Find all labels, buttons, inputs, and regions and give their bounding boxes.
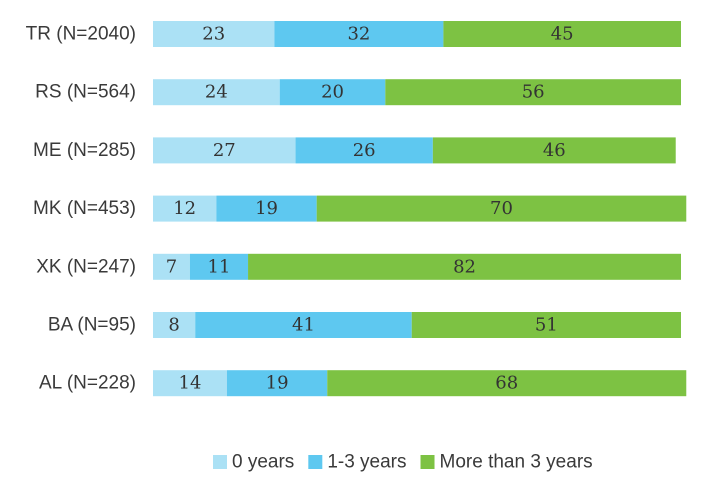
category-label: AL (N=228) bbox=[39, 373, 136, 394]
bar-segment bbox=[153, 253, 190, 280]
data-label: 41 bbox=[292, 315, 315, 336]
bar-row: MK (N=453) 12 19 70 bbox=[33, 195, 687, 222]
category-label: RS (N=564) bbox=[35, 82, 136, 103]
bar-row: BA (N=95) 8 41 51 bbox=[48, 312, 681, 338]
bar-segment bbox=[216, 195, 317, 222]
bar-row: RS (N=564) 24 20 56 bbox=[35, 79, 681, 106]
bar-row: XK (N=247) 7 11 82 bbox=[36, 253, 682, 280]
bar-segment bbox=[153, 312, 196, 338]
data-label: 46 bbox=[543, 140, 566, 161]
data-label: 45 bbox=[551, 24, 574, 45]
bar-segment bbox=[195, 312, 412, 338]
legend-label: 1-3 years bbox=[327, 452, 406, 473]
bar-row: TR (N=2040) 23 32 45 bbox=[26, 21, 681, 47]
bar-segment bbox=[153, 79, 280, 106]
data-label: 32 bbox=[347, 24, 370, 45]
data-label: 7 bbox=[166, 256, 177, 277]
category-label: TR (N=2040) bbox=[26, 24, 136, 45]
category-label: MK (N=453) bbox=[33, 198, 136, 219]
category-label: ME (N=285) bbox=[33, 140, 136, 161]
bar-segment bbox=[189, 253, 249, 280]
bar-segment bbox=[443, 21, 681, 47]
bar-segment bbox=[153, 21, 275, 47]
category-label: BA (N=95) bbox=[48, 315, 136, 336]
data-label: 56 bbox=[522, 82, 545, 103]
legend-label: More than 3 years bbox=[440, 452, 593, 473]
data-label: 20 bbox=[321, 82, 344, 103]
bar-segment bbox=[153, 370, 227, 397]
data-label: 11 bbox=[208, 256, 231, 277]
data-label: 51 bbox=[535, 315, 558, 336]
bar-segment bbox=[295, 137, 433, 164]
legend-item: 0 years bbox=[213, 452, 294, 473]
category-label: XK (N=247) bbox=[36, 256, 136, 277]
legend-swatch bbox=[213, 455, 227, 469]
data-label: 12 bbox=[173, 198, 196, 219]
legend-item: 1-3 years bbox=[308, 452, 407, 473]
data-label: 82 bbox=[453, 256, 476, 277]
legend-label: 0 years bbox=[232, 452, 294, 473]
legend-swatch bbox=[308, 455, 323, 469]
bar-segment bbox=[153, 137, 296, 164]
legend-swatch bbox=[420, 455, 435, 469]
data-label: 70 bbox=[490, 198, 513, 219]
bar-segment bbox=[316, 195, 687, 222]
legend: 0 years 1-3 years More than 3 years bbox=[213, 452, 593, 473]
data-label: 24 bbox=[205, 82, 228, 103]
bar-segment bbox=[248, 253, 682, 280]
data-label: 19 bbox=[266, 373, 289, 394]
data-label: 68 bbox=[495, 373, 518, 394]
data-label: 27 bbox=[213, 140, 236, 161]
bar-segment bbox=[327, 370, 687, 397]
bar-segment bbox=[153, 195, 217, 222]
data-label: 26 bbox=[353, 140, 376, 161]
plot-area: TR (N=2040) 23 32 45 RS (N=564) 24 20 56 ME (N=2… bbox=[26, 21, 687, 397]
bar-segment bbox=[274, 21, 444, 47]
data-label: 8 bbox=[168, 315, 179, 336]
bar-row: AL (N=228) 14 19 68 bbox=[39, 370, 687, 397]
bar-segment bbox=[279, 79, 386, 106]
bar-segment bbox=[226, 370, 328, 397]
data-label: 19 bbox=[255, 198, 278, 219]
bar-segment bbox=[432, 137, 676, 164]
legend-item: More than 3 years bbox=[420, 452, 593, 473]
bar-segment bbox=[385, 79, 681, 106]
data-label: 14 bbox=[179, 373, 202, 394]
bar-row: ME (N=285) 27 26 46 bbox=[33, 137, 676, 164]
bar-segment bbox=[411, 312, 681, 338]
data-label: 23 bbox=[202, 24, 225, 45]
